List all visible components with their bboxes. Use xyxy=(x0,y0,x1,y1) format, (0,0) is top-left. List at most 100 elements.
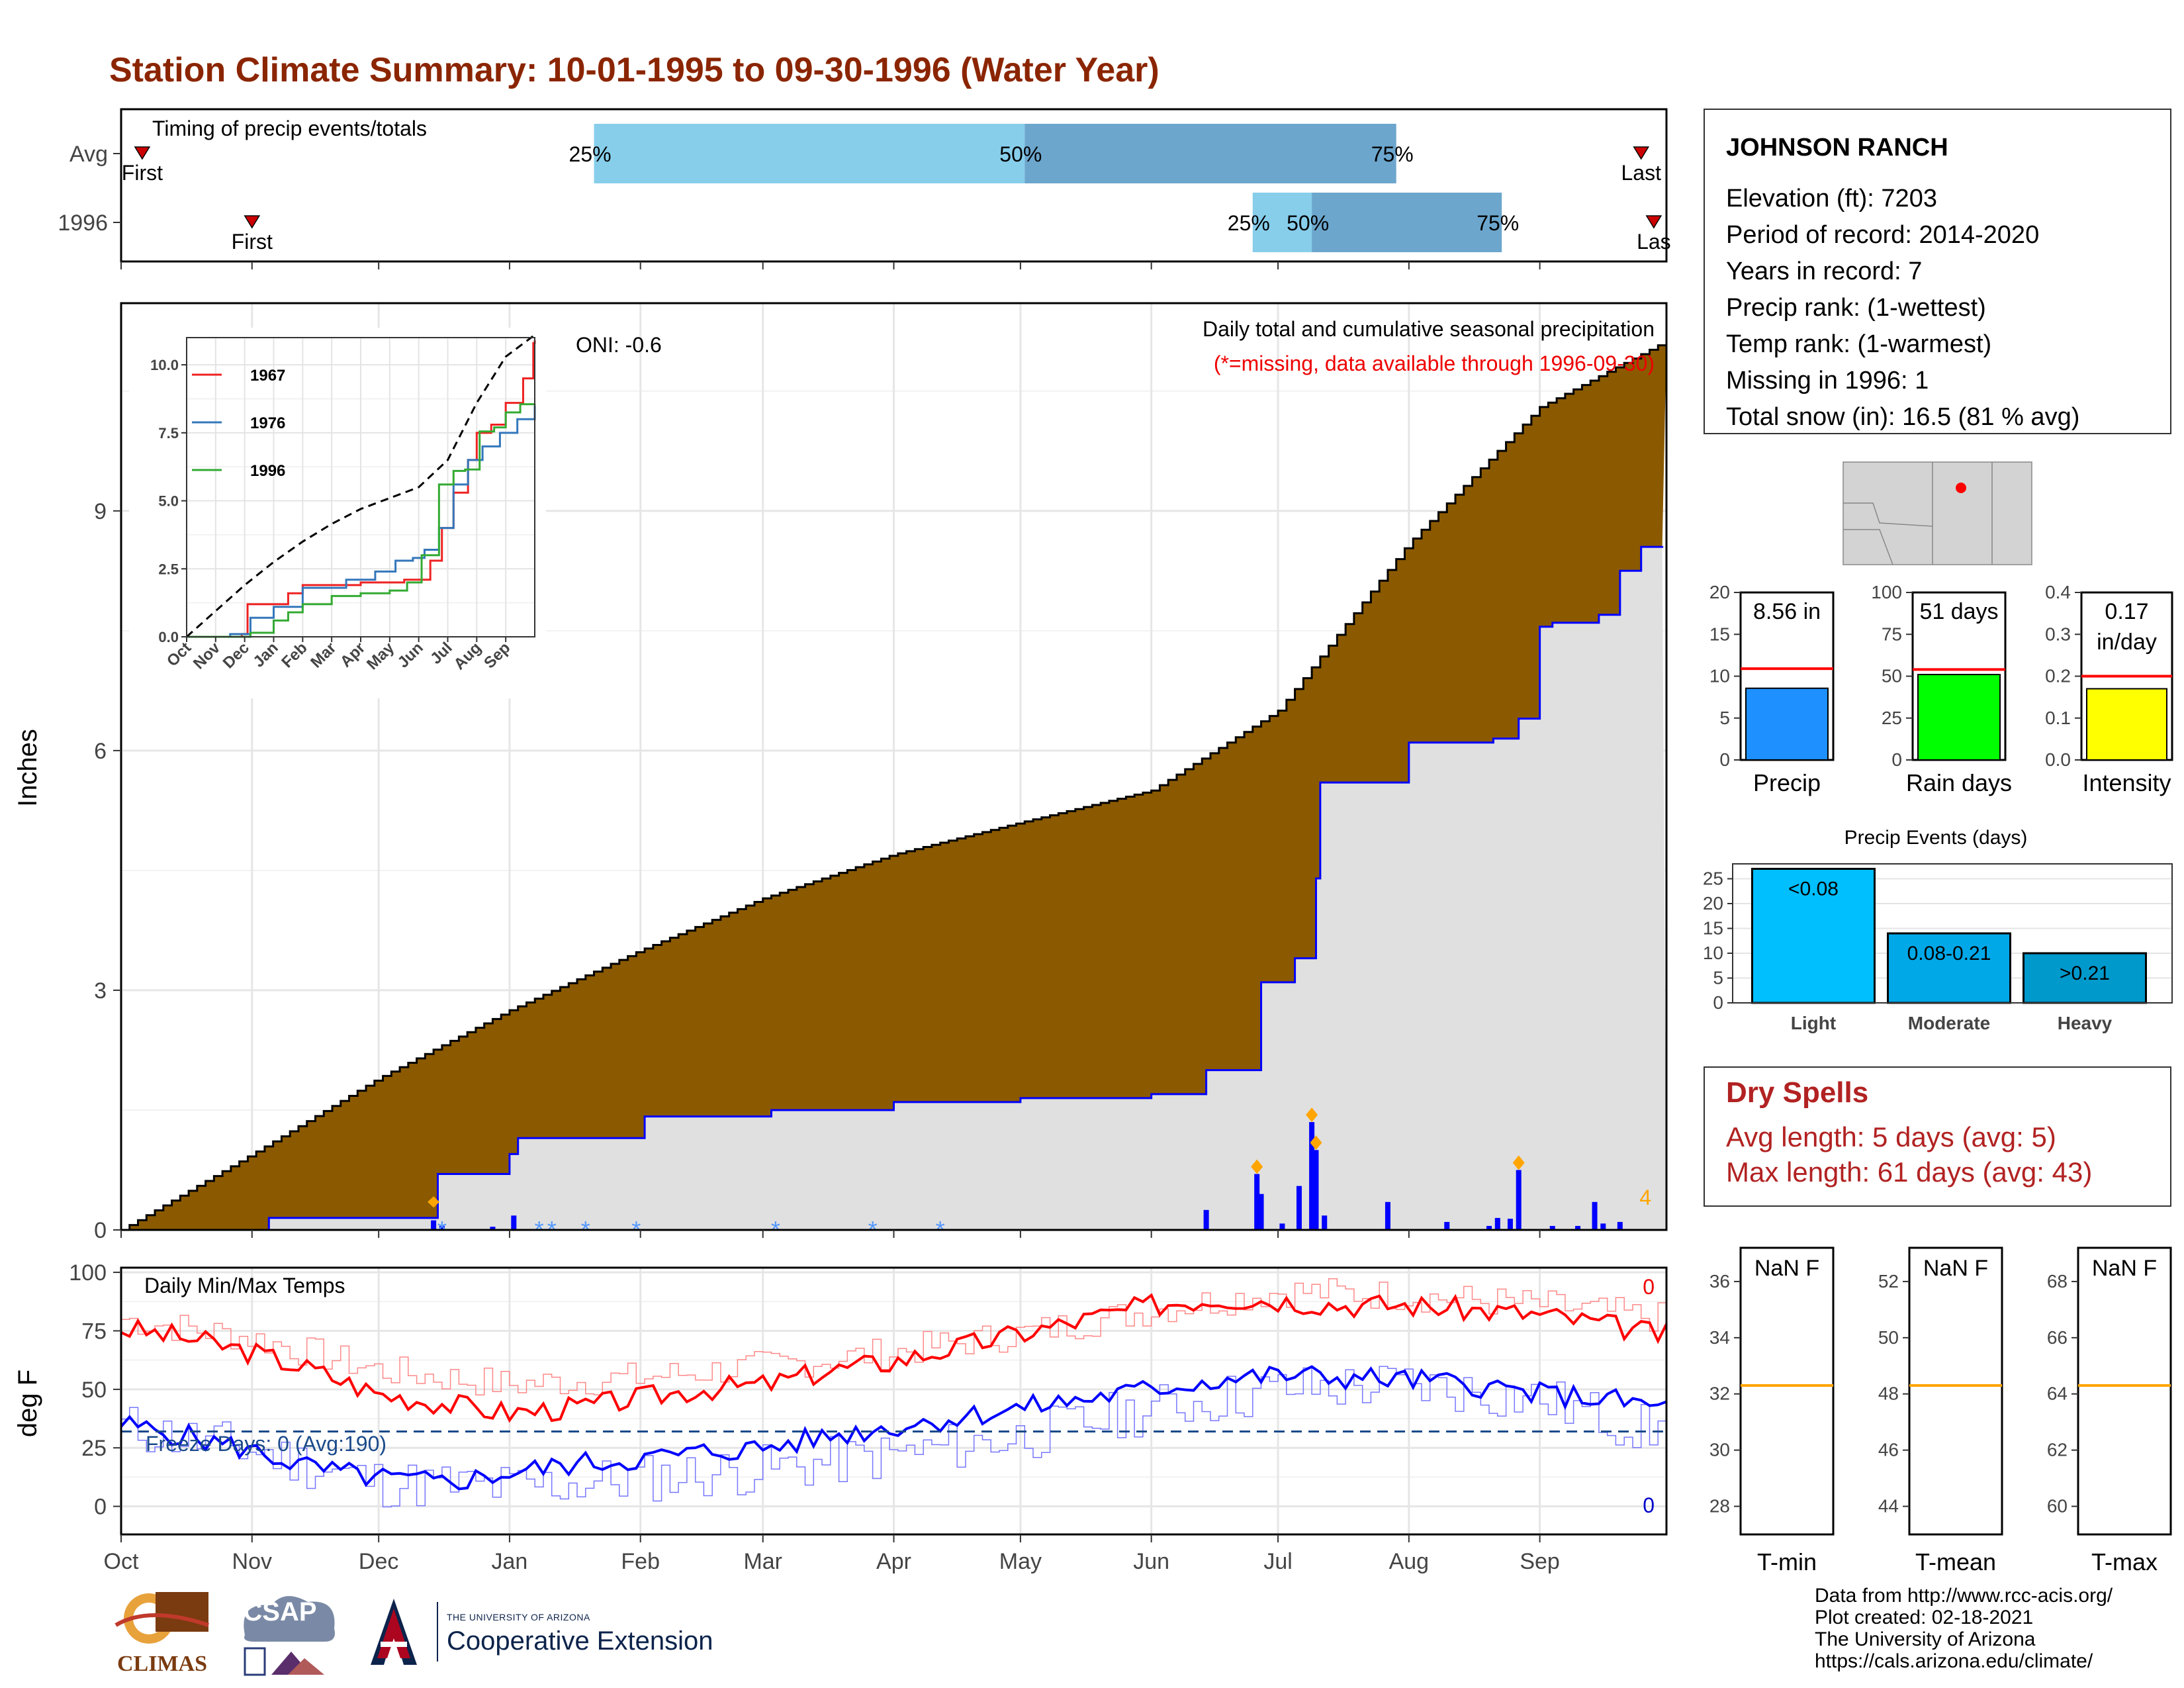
temp-gauge-value: NaN F xyxy=(1754,1256,1819,1281)
footer-line: https://cals.arizona.edu/climate/ xyxy=(1815,1650,2093,1672)
first-event-marker xyxy=(244,215,261,229)
last-event-marker xyxy=(1645,215,1662,229)
event-bar-label: <0.08 xyxy=(1788,878,1839,900)
gauge-y-tick-label: 0 xyxy=(1719,749,1730,770)
station-info-line: Missing in 1996: 1 xyxy=(1726,367,1929,395)
daily-precip-bar xyxy=(1549,1225,1555,1230)
gauge-value-label: 8.56 in xyxy=(1753,599,1821,624)
temp-y-tick-label: 75 xyxy=(81,1319,107,1344)
y-tick-label: 3 xyxy=(94,978,107,1004)
missing-count: 4 xyxy=(1639,1186,1651,1209)
footer-line: The University of Arizona xyxy=(1815,1628,2036,1650)
event-bar-label: 0.08-0.21 xyxy=(1907,943,1991,964)
cumulative-1996-line xyxy=(121,545,1664,1231)
daily-precip-bar xyxy=(1617,1221,1623,1230)
event-bar xyxy=(2023,952,2147,1004)
temp-gauge-y-tick-label: 28 xyxy=(1709,1496,1730,1517)
gauge-y-tick-label: 15 xyxy=(1709,624,1730,644)
freeze-days-label: Freeze Days: 0 (Avg:190) xyxy=(146,1432,387,1456)
temp-panel-label: Daily Min/Max Temps xyxy=(144,1274,345,1297)
temp-gauge-y-tick-label: 48 xyxy=(1878,1383,1899,1404)
temp-gauge-y-tick-label: 30 xyxy=(1709,1440,1730,1460)
gauge-y-tick-label: 50 xyxy=(1882,666,1902,686)
quartile-label-50: 50% xyxy=(1287,211,1329,235)
event-category-label: Heavy xyxy=(2058,1013,2113,1033)
event-bar-label: >0.21 xyxy=(2060,962,2110,984)
station-name: JOHNSON RANCH xyxy=(1726,134,1948,162)
timing-row-label: 1996 xyxy=(58,211,108,236)
daily-precip-bar xyxy=(1516,1170,1522,1230)
quartile-label-75: 75% xyxy=(1371,142,1414,166)
month-label: Nov xyxy=(232,1549,272,1574)
gauge-y-tick-label: 0.3 xyxy=(2045,624,2071,644)
month-label: Jun xyxy=(1133,1549,1169,1574)
y-tick-label: 6 xyxy=(94,739,107,764)
temp-gauge-frame xyxy=(1908,1246,2003,1536)
station-info-line: Precip rank: (1-wettest) xyxy=(1726,294,1986,322)
y-tick-label: 9 xyxy=(94,499,107,524)
events-frame xyxy=(1732,863,2173,1004)
quartile-label-75: 75% xyxy=(1477,211,1519,235)
temp-gauge-label: T-mean xyxy=(1915,1548,1996,1575)
events-title: Precip Events (days) xyxy=(1844,827,2028,849)
temp-y-tick-label: 0 xyxy=(94,1495,107,1520)
inset-series-avg xyxy=(186,334,535,638)
daily-precip-bar xyxy=(1385,1201,1390,1230)
gauge-y-tick-label: 0 xyxy=(1891,749,1902,770)
events-y-tick-label: 5 xyxy=(1713,968,1723,988)
gauge-y-tick-label: 75 xyxy=(1882,624,1902,644)
quartile-bar-50-75 xyxy=(1312,193,1502,252)
daily-precip-bar xyxy=(1322,1215,1328,1230)
first-event-marker xyxy=(134,146,151,160)
inset-series-1967 xyxy=(187,340,536,638)
footer-line: Plot created: 02-18-2021 xyxy=(1815,1607,2033,1628)
temp-gauge-y-tick-label: 34 xyxy=(1709,1327,1730,1348)
events-y-tick-label: 20 xyxy=(1703,893,1723,914)
month-label: Oct xyxy=(104,1549,139,1574)
quartile-label-25: 25% xyxy=(569,142,612,166)
locator-map xyxy=(1843,461,2032,565)
events-y-tick-label: 10 xyxy=(1703,943,1723,963)
month-label: Apr xyxy=(876,1549,911,1574)
inset-legend-label: 1967 xyxy=(250,367,285,385)
last-event-marker xyxy=(1633,146,1650,160)
events-y-tick-label: 15 xyxy=(1703,918,1723,939)
dry-spells-max: Max length: 61 days (avg: 43) xyxy=(1726,1156,2092,1188)
gauge-y-tick-label: 5 xyxy=(1719,708,1730,728)
tmax-line xyxy=(120,1293,1668,1423)
temp-gauge-y-tick-label: 44 xyxy=(1878,1496,1899,1517)
station-info-line: Total snow (in): 16.5 (81 % avg) xyxy=(1726,403,2079,431)
station-info-line: Temp rank: (1-warmest) xyxy=(1726,330,1991,358)
dry-spells-avg: Avg length: 5 days (avg: 5) xyxy=(1726,1121,2056,1152)
quartile-label-50: 50% xyxy=(999,142,1042,166)
climas-logo xyxy=(114,1592,209,1644)
heavy-event-marker xyxy=(1512,1155,1525,1170)
station-info-line: Elevation (ft): 7203 xyxy=(1726,185,1937,212)
inset-y-tick-label: 0.0 xyxy=(158,629,179,645)
temp-y-axis-label: deg F xyxy=(13,1370,42,1437)
temp-gauge-frame xyxy=(2077,1246,2172,1536)
cumulative-avg-band xyxy=(121,343,1666,1230)
ua-small-text: THE UNIVERSITY OF ARIZONA xyxy=(447,1612,590,1622)
missing-marker xyxy=(428,1196,440,1208)
inset-y-tick-label: 2.5 xyxy=(158,561,179,577)
gauge-x-label: Precip xyxy=(1753,769,1821,796)
gauge-bar-rain_days xyxy=(1917,673,2001,761)
tmin-line xyxy=(120,1365,1667,1491)
gauge-value-label: 51 days xyxy=(1919,599,1998,624)
csap-logo-text: CSAP xyxy=(243,1597,317,1626)
daily-precip-bar xyxy=(1592,1201,1598,1230)
timing-row-label: Avg xyxy=(69,142,108,167)
daily-precip-bar xyxy=(1494,1217,1500,1230)
gauge-x-label: Rain days xyxy=(1906,769,2012,796)
chart-title: Station Climate Summary: 10-01-1995 to 0… xyxy=(109,51,1160,89)
event-bar xyxy=(1887,932,2011,1004)
station-info-line: Period of record: 2014-2020 xyxy=(1726,221,2039,249)
csap-logo xyxy=(244,1596,335,1676)
temp-y-tick-label: 25 xyxy=(81,1436,107,1461)
temp-gauge-frame xyxy=(1739,1246,1835,1536)
temp-gauge-y-tick-label: 52 xyxy=(1878,1271,1899,1291)
month-label: Sep xyxy=(1520,1549,1560,1574)
map-border xyxy=(1843,462,1933,527)
